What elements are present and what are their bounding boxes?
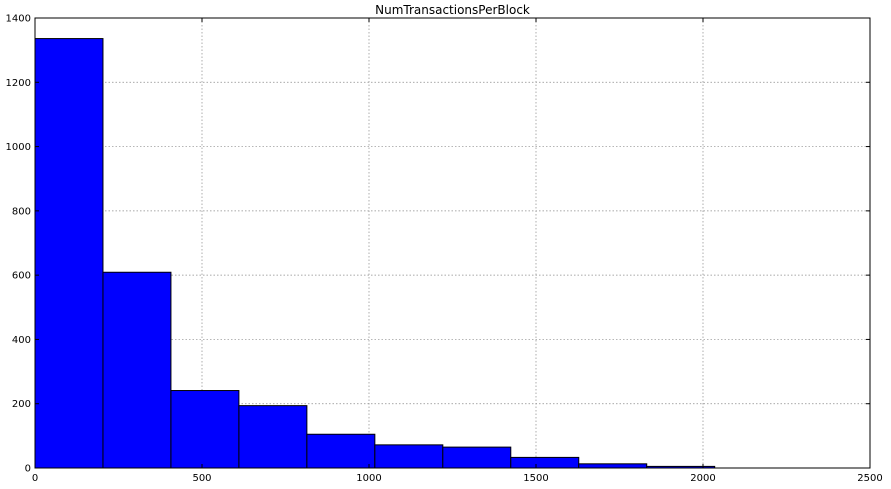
- histogram-bar: [306, 433, 376, 469]
- histogram-bar: [442, 446, 512, 469]
- x-tick-label: 2500: [857, 473, 882, 484]
- x-tick-label: 500: [192, 473, 211, 484]
- histogram-bar: [102, 271, 172, 469]
- grid-lines: [35, 18, 870, 468]
- y-tick-label: 400: [12, 335, 31, 346]
- histogram-bar: [238, 405, 308, 469]
- y-tick-label: 0: [25, 464, 31, 475]
- x-tick-label: 1000: [356, 473, 381, 484]
- y-tick-label: 1400: [6, 14, 31, 25]
- histogram-bars: [34, 38, 716, 469]
- y-tick-label: 1200: [6, 78, 31, 89]
- y-tick-label: 1000: [6, 142, 31, 153]
- x-tick-label: 1500: [523, 473, 548, 484]
- y-tick-label: 200: [12, 399, 31, 410]
- histogram-bar: [510, 456, 580, 469]
- histogram-bar: [170, 390, 240, 469]
- histogram-bar: [34, 38, 104, 469]
- histogram-bar: [374, 444, 444, 469]
- y-tick-label: 600: [12, 271, 31, 282]
- axis-ticks: 0 500 1000 1500 2000 2500 0 200 400 600 800 1000 120…: [6, 14, 883, 485]
- x-tick-label: 0: [32, 473, 38, 484]
- x-tick-label: 2000: [690, 473, 715, 484]
- histogram-bar: [578, 463, 648, 469]
- plot-frame: [34, 17, 871, 469]
- chart-title: NumTransactionsPerBlock: [375, 3, 530, 17]
- y-tick-label: 800: [12, 206, 31, 217]
